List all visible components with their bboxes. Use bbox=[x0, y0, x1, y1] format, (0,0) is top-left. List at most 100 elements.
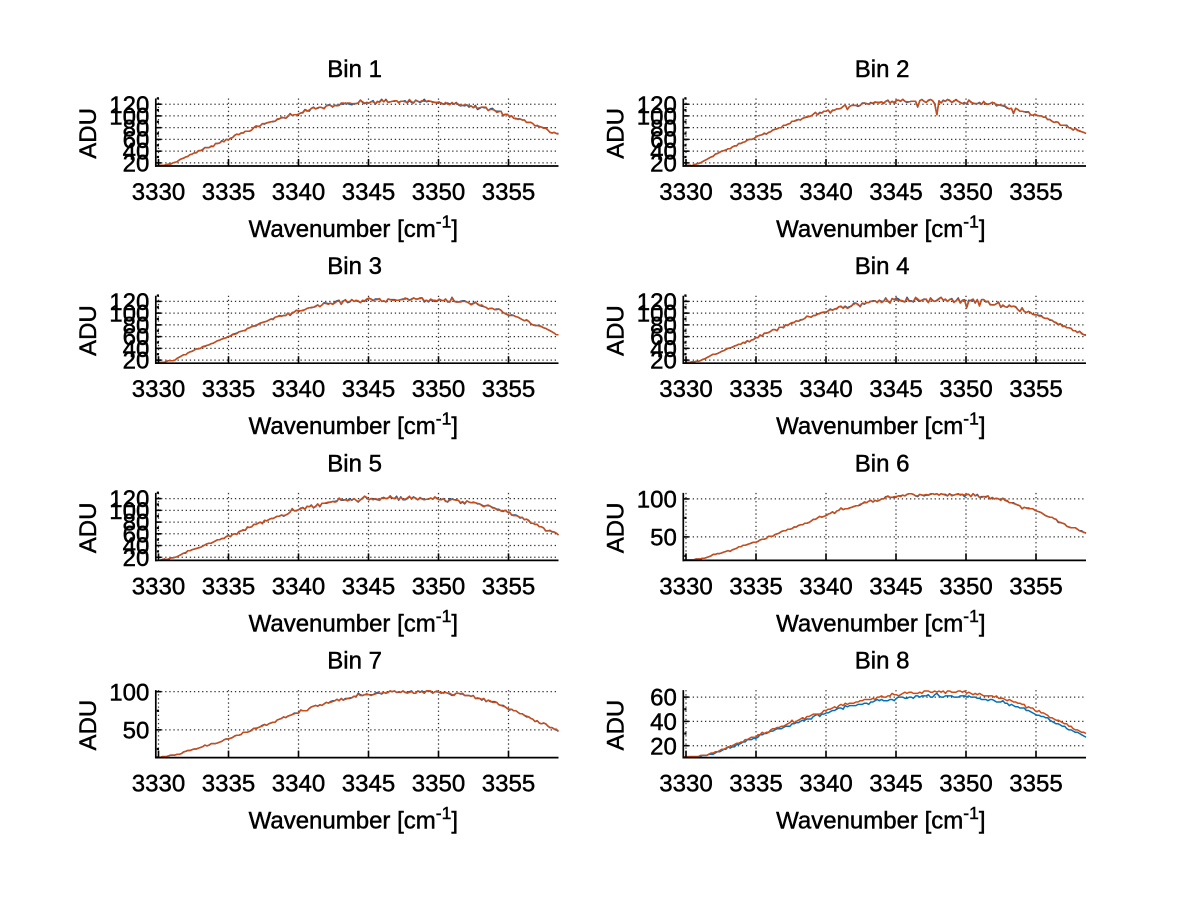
svg-text:3350: 3350 bbox=[412, 771, 465, 798]
svg-text:100: 100 bbox=[637, 301, 677, 328]
svg-text:3340: 3340 bbox=[272, 771, 325, 798]
svg-text:3355: 3355 bbox=[1009, 771, 1062, 798]
svg-text:ADU: ADU bbox=[603, 700, 630, 751]
svg-text:20: 20 bbox=[650, 733, 677, 760]
svg-text:3330: 3330 bbox=[132, 179, 185, 206]
svg-text:100: 100 bbox=[109, 301, 149, 328]
svg-text:Bin 7: Bin 7 bbox=[327, 648, 382, 675]
svg-text:3330: 3330 bbox=[132, 573, 185, 600]
svg-text:Bin 6: Bin 6 bbox=[855, 450, 910, 477]
svg-text:ADU: ADU bbox=[75, 503, 102, 554]
svg-text:60: 60 bbox=[650, 127, 677, 154]
svg-text:120: 120 bbox=[109, 289, 149, 316]
svg-text:Wavenumber [cm-1]: Wavenumber [cm-1] bbox=[776, 606, 985, 638]
svg-text:3330: 3330 bbox=[659, 771, 712, 798]
svg-text:40: 40 bbox=[123, 336, 150, 363]
svg-text:100: 100 bbox=[109, 679, 149, 706]
svg-text:ADU: ADU bbox=[603, 305, 630, 356]
svg-text:Bin 2: Bin 2 bbox=[855, 56, 910, 83]
svg-text:3330: 3330 bbox=[659, 179, 712, 206]
svg-text:3330: 3330 bbox=[659, 573, 712, 600]
svg-text:Wavenumber [cm-1]: Wavenumber [cm-1] bbox=[249, 409, 458, 441]
svg-text:60: 60 bbox=[650, 324, 677, 351]
svg-text:120: 120 bbox=[637, 289, 677, 316]
svg-text:20: 20 bbox=[650, 348, 677, 375]
svg-text:Bin 5: Bin 5 bbox=[327, 450, 382, 477]
svg-text:3355: 3355 bbox=[482, 179, 535, 206]
svg-text:Wavenumber [cm-1]: Wavenumber [cm-1] bbox=[776, 803, 985, 835]
svg-text:3350: 3350 bbox=[939, 376, 992, 403]
svg-text:80: 80 bbox=[123, 115, 150, 142]
svg-text:3340: 3340 bbox=[272, 179, 325, 206]
svg-text:3345: 3345 bbox=[869, 376, 922, 403]
svg-text:3340: 3340 bbox=[799, 573, 852, 600]
svg-text:100: 100 bbox=[637, 104, 677, 131]
svg-text:3355: 3355 bbox=[482, 376, 535, 403]
svg-text:3355: 3355 bbox=[482, 771, 535, 798]
svg-text:3345: 3345 bbox=[342, 573, 395, 600]
svg-text:3335: 3335 bbox=[202, 573, 255, 600]
svg-text:40: 40 bbox=[123, 139, 150, 166]
svg-text:Bin 8: Bin 8 bbox=[855, 648, 910, 675]
svg-text:3345: 3345 bbox=[342, 771, 395, 798]
svg-text:ADU: ADU bbox=[75, 108, 102, 159]
svg-text:ADU: ADU bbox=[75, 700, 102, 751]
svg-text:3355: 3355 bbox=[1009, 573, 1062, 600]
svg-text:80: 80 bbox=[650, 313, 677, 340]
svg-text:50: 50 bbox=[650, 525, 677, 552]
svg-text:80: 80 bbox=[650, 115, 677, 142]
svg-text:60: 60 bbox=[123, 324, 150, 351]
svg-text:3350: 3350 bbox=[412, 179, 465, 206]
svg-text:3330: 3330 bbox=[659, 376, 712, 403]
svg-text:3335: 3335 bbox=[729, 179, 782, 206]
svg-text:3350: 3350 bbox=[412, 573, 465, 600]
svg-text:3335: 3335 bbox=[729, 573, 782, 600]
svg-text:60: 60 bbox=[650, 685, 677, 712]
svg-text:3355: 3355 bbox=[482, 573, 535, 600]
svg-text:20: 20 bbox=[123, 151, 150, 178]
svg-text:3340: 3340 bbox=[799, 179, 852, 206]
svg-text:Wavenumber [cm-1]: Wavenumber [cm-1] bbox=[249, 212, 458, 244]
svg-text:3345: 3345 bbox=[342, 376, 395, 403]
svg-text:Wavenumber [cm-1]: Wavenumber [cm-1] bbox=[776, 409, 985, 441]
svg-text:ADU: ADU bbox=[75, 305, 102, 356]
svg-text:Bin 4: Bin 4 bbox=[855, 253, 910, 280]
svg-text:100: 100 bbox=[109, 104, 149, 131]
svg-text:3335: 3335 bbox=[202, 771, 255, 798]
svg-text:50: 50 bbox=[123, 718, 150, 745]
svg-text:3355: 3355 bbox=[1009, 376, 1062, 403]
svg-text:20: 20 bbox=[650, 151, 677, 178]
svg-text:3345: 3345 bbox=[342, 179, 395, 206]
svg-text:100: 100 bbox=[109, 498, 149, 525]
svg-text:60: 60 bbox=[123, 521, 150, 548]
svg-text:20: 20 bbox=[123, 545, 150, 572]
svg-text:3345: 3345 bbox=[869, 573, 922, 600]
svg-text:Bin 3: Bin 3 bbox=[327, 253, 382, 280]
svg-text:40: 40 bbox=[123, 533, 150, 560]
svg-text:3340: 3340 bbox=[272, 573, 325, 600]
svg-text:3330: 3330 bbox=[132, 771, 185, 798]
svg-text:120: 120 bbox=[109, 92, 149, 119]
svg-text:ADU: ADU bbox=[603, 108, 630, 159]
svg-text:100: 100 bbox=[637, 487, 677, 514]
svg-text:80: 80 bbox=[123, 313, 150, 340]
svg-text:3345: 3345 bbox=[869, 179, 922, 206]
svg-text:40: 40 bbox=[650, 139, 677, 166]
svg-text:ADU: ADU bbox=[603, 503, 630, 554]
svg-text:3350: 3350 bbox=[939, 573, 992, 600]
svg-text:120: 120 bbox=[109, 486, 149, 513]
svg-text:3330: 3330 bbox=[132, 376, 185, 403]
svg-text:60: 60 bbox=[123, 127, 150, 154]
svg-text:40: 40 bbox=[650, 709, 677, 736]
svg-text:3340: 3340 bbox=[799, 376, 852, 403]
svg-text:Wavenumber [cm-1]: Wavenumber [cm-1] bbox=[776, 212, 985, 244]
svg-text:40: 40 bbox=[650, 336, 677, 363]
svg-text:3350: 3350 bbox=[939, 179, 992, 206]
svg-text:3355: 3355 bbox=[1009, 179, 1062, 206]
svg-text:Wavenumber [cm-1]: Wavenumber [cm-1] bbox=[249, 803, 458, 835]
svg-text:3335: 3335 bbox=[202, 376, 255, 403]
svg-text:3340: 3340 bbox=[799, 771, 852, 798]
svg-text:Wavenumber [cm-1]: Wavenumber [cm-1] bbox=[249, 606, 458, 638]
svg-text:3350: 3350 bbox=[939, 771, 992, 798]
svg-text:3350: 3350 bbox=[412, 376, 465, 403]
